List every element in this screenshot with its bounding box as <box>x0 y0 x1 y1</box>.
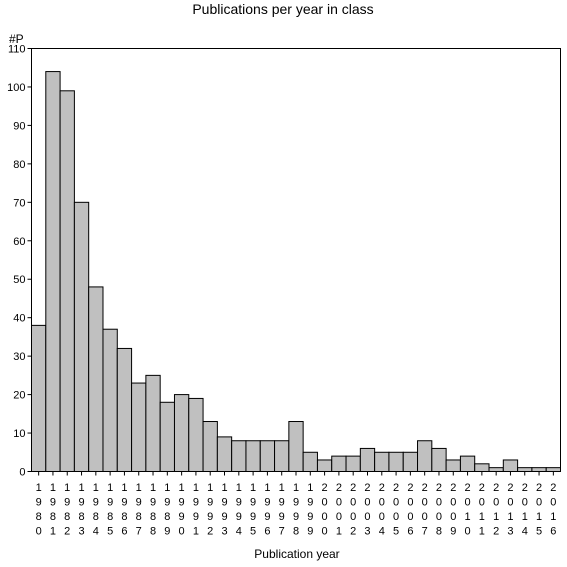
bar-2002 <box>345 455 361 473</box>
x-axis: 1 9 8 0 1 9 8 1 1 9 8 2 1 9 8 3 1 9 8 4 1 9 8 5 1 9 8 6 1 9 8 7 1 9 8 8 1 9 8 9… <box>36 471 556 538</box>
bar-2016 <box>545 467 561 472</box>
y-tick-label: 100 <box>7 82 25 94</box>
bar-1987 <box>131 382 147 472</box>
y-tick-label: 30 <box>13 351 25 363</box>
bar-2013 <box>502 459 519 472</box>
bar-2007 <box>417 440 433 472</box>
bar-1982 <box>59 90 75 473</box>
bar-1996 <box>259 440 276 472</box>
y-tick-label: 20 <box>13 390 25 402</box>
y-tick-label: 10 <box>13 428 25 440</box>
bar-1984 <box>88 286 104 472</box>
bar-1985 <box>102 328 118 472</box>
y-tick-label: 0 <box>19 467 25 479</box>
bar-1990 <box>173 394 190 472</box>
bar-1983 <box>73 201 90 472</box>
bar-1994 <box>231 440 247 472</box>
y-tick-label: 80 <box>13 159 25 171</box>
bar-2003 <box>359 447 376 473</box>
bar-2010 <box>459 455 476 473</box>
bar-2008 <box>431 447 447 473</box>
bar-1995 <box>245 440 261 472</box>
y-tick-label: 70 <box>13 197 25 209</box>
y-axis: 0 10 20 30 40 50 60 70 80 90 100 110 <box>7 44 32 479</box>
bar-1981 <box>45 71 61 472</box>
bar-2011 <box>474 463 490 472</box>
bar-2001 <box>331 455 347 473</box>
bar-2014 <box>517 467 533 472</box>
bar-2015 <box>531 467 547 472</box>
bar-1991 <box>188 397 204 473</box>
bar-2004 <box>374 451 390 473</box>
bar-2005 <box>388 451 404 473</box>
bar-2009 <box>445 459 461 472</box>
y-tick-label: 60 <box>13 236 25 248</box>
bar-2000 <box>316 459 333 472</box>
bar-1999 <box>302 451 318 473</box>
bar-2012 <box>488 467 504 472</box>
bar-1980 <box>31 324 47 473</box>
bar-1993 <box>216 436 233 472</box>
bar-1986 <box>116 347 133 473</box>
y-tick-label: 40 <box>13 313 25 325</box>
chart-title: Publications per year in class <box>192 1 373 17</box>
y-tick-label: 90 <box>13 120 25 132</box>
bars <box>31 71 561 473</box>
bar-2006 <box>402 451 419 473</box>
bar-1997 <box>274 440 290 472</box>
bar-1989 <box>159 401 175 473</box>
y-tick-label: 110 <box>8 44 26 56</box>
x-axis-label: Publication year <box>254 547 339 561</box>
y-tick-label: 50 <box>13 274 25 286</box>
bar-1992 <box>202 421 218 473</box>
bar-1998 <box>288 421 304 473</box>
bar-1988 <box>145 374 161 473</box>
y-axis-label: #P <box>9 32 24 46</box>
